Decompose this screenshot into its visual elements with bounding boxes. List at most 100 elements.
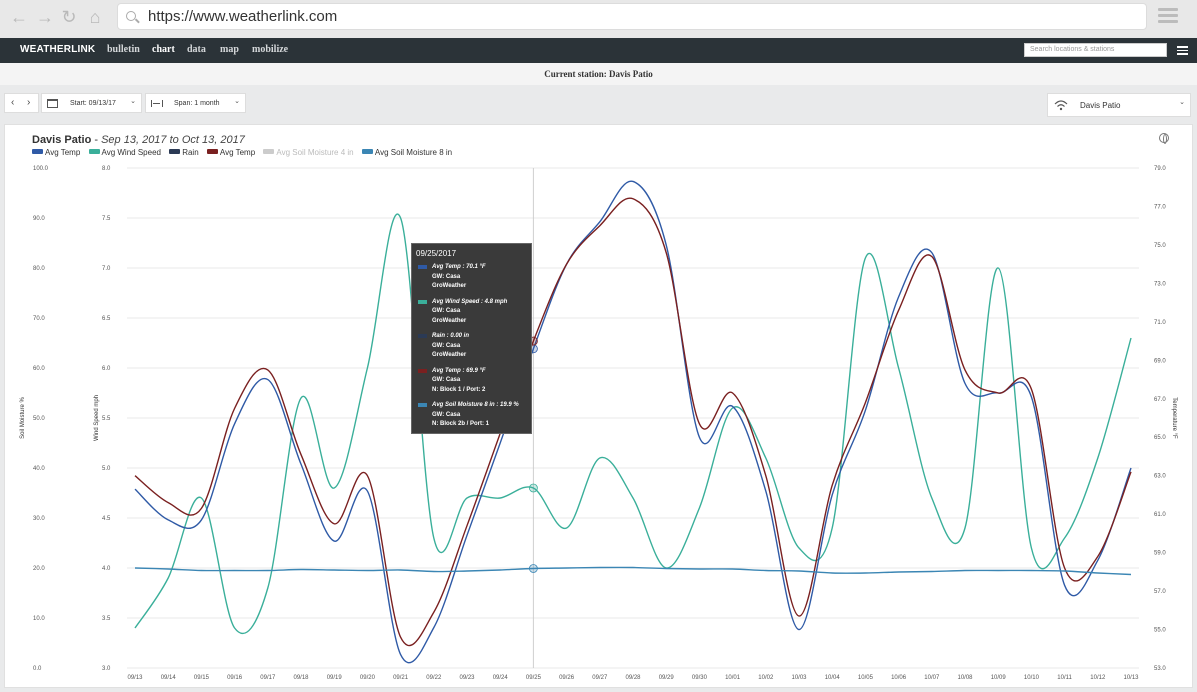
- temp-tick-label: 79.0: [1154, 166, 1166, 172]
- nav-link-data[interactable]: data: [187, 44, 206, 55]
- x-tick-label: 09/13: [127, 675, 143, 681]
- address-bar[interactable]: https://www.weatherlink.com: [117, 3, 1147, 30]
- nav-link-map[interactable]: map: [220, 44, 239, 55]
- wind-tick-label: 3.0: [102, 666, 111, 672]
- span-icon: [151, 100, 163, 107]
- x-tick-label: 10/12: [1090, 675, 1106, 681]
- soil-tick-label: 90.0: [33, 216, 45, 222]
- tooltip-item: Avg Wind Speed : 4.8 mph GW: Casa GroWea…: [416, 298, 527, 327]
- arrow-left-icon[interactable]: ←: [10, 7, 28, 27]
- temp-axis-title: Temperature °F: [1171, 397, 1177, 439]
- temp-tick-label: 55.0: [1154, 628, 1166, 634]
- globe-icon[interactable]: [1159, 133, 1169, 144]
- soil-tick-label: 60.0: [33, 366, 45, 372]
- search-locations-input[interactable]: Search locations & stations: [1024, 43, 1167, 57]
- x-tick-label: 10/10: [1024, 675, 1040, 681]
- browser-menu-icon[interactable]: [1158, 8, 1178, 24]
- station-select[interactable]: Davis Patio ⌄: [1047, 93, 1191, 117]
- temp-tick-label: 71.0: [1154, 320, 1166, 326]
- list-menu-icon[interactable]: [1177, 46, 1188, 55]
- chart-legend: Avg Temp Avg Wind Speed Rain Avg Temp Av…: [32, 148, 458, 160]
- tooltip-item: Avg Temp : 69.9 °F GW: Casa N: Block 1 /…: [416, 367, 527, 396]
- nav-link-bulletin[interactable]: bulletin: [107, 44, 140, 55]
- chevron-down-icon: ⌄: [130, 98, 136, 105]
- x-tick-label: 09/24: [493, 675, 509, 681]
- temp-tick-label: 77.0: [1154, 204, 1166, 210]
- x-tick-label: 09/30: [692, 675, 708, 681]
- soil-tick-label: 0.0: [33, 666, 42, 672]
- wifi-icon: [1054, 100, 1068, 111]
- chevron-left-icon[interactable]: ‹: [11, 97, 15, 108]
- x-tick-label: 09/18: [293, 675, 309, 681]
- search-icon: [126, 11, 136, 21]
- soil-tick-label: 30.0: [33, 516, 45, 522]
- x-tick-label: 09/21: [393, 675, 409, 681]
- soil-tick-label: 20.0: [33, 566, 45, 572]
- tooltip-date: 09/25/2017: [416, 249, 457, 258]
- legend-item[interactable]: Avg Wind Speed: [88, 148, 161, 157]
- chevron-down-icon: ⌄: [234, 98, 240, 105]
- nav-link-chart[interactable]: chart: [152, 44, 175, 55]
- soil-tick-label: 70.0: [33, 316, 45, 322]
- series-line: [134, 180, 1132, 664]
- url-text[interactable]: https://www.weatherlink.com: [148, 8, 338, 25]
- x-tick-label: 10/03: [791, 675, 807, 681]
- legend-item[interactable]: Rain: [169, 148, 199, 157]
- wind-tick-label: 6.5: [102, 316, 111, 322]
- temp-tick-label: 69.0: [1154, 358, 1166, 364]
- start-date-select[interactable]: Start: 09/13/17 ⌄: [41, 93, 142, 113]
- legend-item[interactable]: Avg Soil Moisture 4 in: [263, 148, 354, 157]
- chart-station-name: Davis Patio: [32, 134, 92, 146]
- series-line: [134, 566, 1132, 576]
- soil-tick-label: 100.0: [33, 166, 49, 172]
- temp-tick-label: 75.0: [1154, 243, 1166, 249]
- x-tick-label: 09/28: [625, 675, 641, 681]
- x-tick-label: 10/02: [758, 675, 774, 681]
- temp-tick-label: 59.0: [1154, 551, 1166, 557]
- calendar-icon: [47, 99, 58, 108]
- nav-link-mobilize[interactable]: mobilize: [252, 44, 289, 55]
- soil-tick-label: 40.0: [33, 466, 45, 472]
- legend-item[interactable]: Avg Temp: [206, 148, 255, 157]
- home-icon[interactable]: ⌂: [89, 7, 101, 27]
- tooltip-item: Avg Soil Moisture 8 in : 19.9 % GW: Casa…: [416, 401, 527, 430]
- wind-tick-label: 4.0: [102, 566, 111, 572]
- chart-plot[interactable]: 0.0 10.0 20.0 30.0 40.0 50.0 60.0 70.0 80.0 90.0 1…: [5, 125, 1194, 689]
- x-tick-label: 10/06: [891, 675, 907, 681]
- wind-tick-label: 3.5: [102, 616, 111, 622]
- wind-tick-label: 8.0: [102, 166, 111, 172]
- app-nav-bar: WEATHERLINK bulletin chart data map mobi…: [0, 38, 1197, 63]
- span-select[interactable]: Span: 1 month ⌄: [145, 93, 246, 113]
- refresh-icon[interactable]: ↻: [61, 7, 77, 27]
- legend-item[interactable]: Avg Temp: [32, 148, 80, 157]
- x-tick-label: 09/15: [194, 675, 210, 681]
- x-tick-label: 10/01: [725, 675, 741, 681]
- legend-item[interactable]: Avg Soil Moisture 8 in: [361, 148, 452, 157]
- soil-tick-label: 50.0: [33, 416, 45, 422]
- current-station-banner: Current station: Davis Patio: [0, 63, 1197, 85]
- station-label: Davis Patio: [1080, 101, 1121, 110]
- chart-panel: Davis Patio - Sep 13, 2017 to Oct 13, 20…: [4, 124, 1193, 688]
- x-tick-label: 10/11: [1057, 675, 1072, 681]
- browser-toolbar: ← → ↻ ⌂ https://www.weatherlink.com: [0, 0, 1197, 38]
- logo[interactable]: WEATHERLINK: [20, 44, 96, 55]
- x-tick-label: 09/26: [559, 675, 575, 681]
- start-date-label: Start: 09/13/17: [70, 100, 116, 107]
- hover-point: [529, 564, 538, 573]
- x-tick-label: 10/09: [991, 675, 1007, 681]
- series-line: [134, 213, 1132, 635]
- tooltip-item: Rain : 0.00 in GW: Casa GroWeather: [416, 332, 527, 361]
- soil-tick-label: 10.0: [33, 616, 45, 622]
- temp-tick-label: 61.0: [1154, 512, 1166, 518]
- tooltip-item: Avg Temp : 70.1 °F GW: Casa GroWeather: [416, 263, 527, 292]
- wind-tick-label: 6.0: [102, 366, 111, 372]
- chevron-right-icon[interactable]: ›: [27, 97, 31, 108]
- chart-tooltip: 09/25/2017 Avg Temp : 70.1 °F GW: Casa G…: [411, 243, 532, 434]
- temp-tick-label: 57.0: [1154, 589, 1166, 595]
- wind-axis-title: Wind Speed mph: [94, 395, 100, 441]
- span-label: Span: 1 month: [174, 100, 220, 107]
- wind-tick-label: 7.0: [102, 266, 111, 272]
- x-tick-label: 09/25: [526, 675, 542, 681]
- arrow-right-icon[interactable]: →: [36, 7, 54, 27]
- x-tick-label: 09/19: [327, 675, 343, 681]
